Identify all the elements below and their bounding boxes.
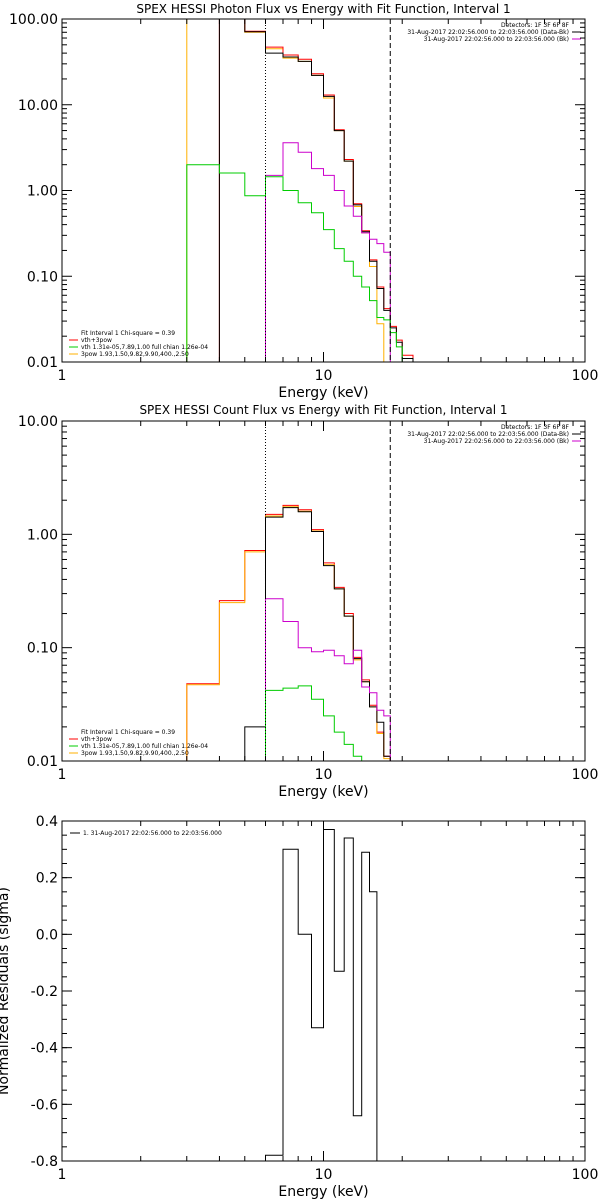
x-tick-label: 100 bbox=[572, 368, 599, 384]
y-tick-label: -0.6 bbox=[31, 1097, 58, 1113]
legend-entry: Detectors: 1F 3F 6F 8F bbox=[501, 22, 570, 29]
y-tick-label: 1.00 bbox=[27, 184, 58, 200]
x-tick-label: 10 bbox=[315, 767, 333, 783]
x-tick-label: 10 bbox=[315, 368, 333, 384]
x-tick-label: 100 bbox=[572, 1167, 599, 1183]
series-line-3 bbox=[218, 19, 414, 362]
plot-frame bbox=[61, 18, 586, 363]
y-tick-label: 0.01 bbox=[27, 355, 58, 371]
x-axis-label: Energy (keV) bbox=[278, 784, 368, 800]
y-axis-label: Normalized Residuals (sigma) bbox=[0, 887, 12, 1095]
chart-title: SPEX HESSI Photon Flux vs Energy with Fi… bbox=[136, 2, 510, 16]
series-line-1 bbox=[265, 829, 391, 1161]
chart-panel-1: SPEX HESSI Photon Flux vs Energy with Fi… bbox=[9, 2, 599, 401]
series-group bbox=[265, 829, 391, 1161]
series-line-2 bbox=[186, 506, 391, 761]
y-tick-label: 0.0 bbox=[36, 927, 58, 943]
y-tick-label: -0.2 bbox=[31, 984, 58, 1000]
legend-entry: 31-Aug-2017 22:02:56.000 to 22:03:56.000… bbox=[424, 36, 569, 43]
legend-entry: 3pow 1.93,1.50,9.82,9.90,400.,2.50 bbox=[81, 750, 189, 757]
y-tick-label: 100.00 bbox=[9, 12, 58, 28]
y-tick-label: 0.01 bbox=[27, 754, 58, 770]
x-tick-label: 1 bbox=[58, 368, 67, 384]
chart-panel-2: SPEX HESSI Count Flux vs Energy with Fit… bbox=[18, 403, 598, 800]
y-tick-label: 10.00 bbox=[18, 98, 58, 114]
legend-entry: 31-Aug-2017 22:02:56.000 to 22:03:56.000… bbox=[407, 29, 569, 36]
series-group bbox=[186, 504, 391, 761]
series-line-4 bbox=[265, 142, 391, 362]
x-axis-label: Energy (keV) bbox=[278, 1184, 368, 1200]
series-line-2 bbox=[218, 19, 414, 362]
legend-entry: vth+3pow bbox=[81, 736, 112, 743]
x-tick-label: 100 bbox=[572, 767, 599, 783]
x-tick-label: 1 bbox=[58, 1167, 67, 1183]
y-tick-label: -0.4 bbox=[31, 1041, 58, 1057]
series-group bbox=[186, 19, 414, 362]
legend-entry: 31-Aug-2017 22:02:56.000 to 22:03:56.000… bbox=[407, 431, 569, 438]
series-line-4 bbox=[265, 598, 391, 761]
x-tick-label: 10 bbox=[315, 1167, 333, 1183]
y-tick-label: 1.00 bbox=[27, 527, 58, 543]
legend-entry: Fit Interval 1 Chi-square = 0.39 bbox=[81, 729, 175, 736]
legend-entry: Detectors: 1F 3F 6F 8F bbox=[501, 424, 570, 431]
series-line-3 bbox=[244, 507, 391, 761]
legend-entry: vth 1.31e-05,7.89,1.00 full chian 1.26e-… bbox=[81, 344, 208, 351]
legend-entry: 31-Aug-2017 22:02:56.000 to 22:03:56.000… bbox=[424, 438, 569, 445]
x-axis-label: Energy (keV) bbox=[278, 385, 368, 401]
series-line-1 bbox=[186, 19, 385, 362]
legend-entry: vth 1.31e-05,7.89,1.00 full chian 1.26e-… bbox=[81, 743, 208, 750]
y-tick-label: 10.00 bbox=[18, 414, 58, 430]
y-tick-label: 0.10 bbox=[27, 269, 58, 285]
y-tick-label: 0.10 bbox=[27, 641, 58, 657]
series-line-5 bbox=[186, 164, 414, 362]
y-tick-label: -0.8 bbox=[31, 1154, 58, 1170]
legend-entry: Fit Interval 1 Chi-square = 0.39 bbox=[81, 330, 175, 337]
series-line-1 bbox=[186, 504, 391, 761]
series-line-5 bbox=[265, 685, 363, 761]
y-tick-label: 0.4 bbox=[36, 814, 58, 830]
legend-entry: vth+3pow bbox=[81, 337, 112, 344]
chart-panel-3: 1 10 100 -0.8 -0.6 -0.4 -0.2 0.0 0.2 0.4 Energy (k… bbox=[0, 814, 598, 1200]
y-tick-label: 0.2 bbox=[36, 871, 58, 887]
chart-title: SPEX HESSI Count Flux vs Energy with Fit… bbox=[139, 403, 507, 417]
legend-entry: 1. 31-Aug-2017 22:02:56.000 to 22:03:56.… bbox=[83, 830, 222, 837]
x-tick-label: 1 bbox=[58, 767, 67, 783]
legend-entry: 3pow 1.93,1.50,9.82,9.90,400.,2.50 bbox=[81, 351, 189, 358]
